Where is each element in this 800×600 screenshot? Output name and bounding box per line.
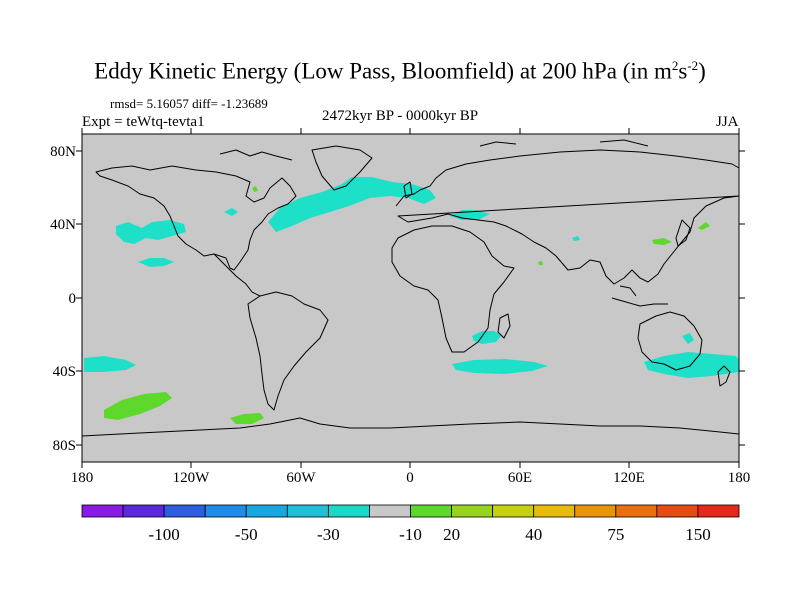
stats-line: rmsd= 5.16057 diff= -1.23689 [110,96,268,111]
colorbar [81,504,740,518]
colorbar-label-0: -100 [149,525,180,544]
lat-label-0: 0 [69,291,77,307]
anomaly-patches [84,177,739,424]
colorbar-label-5: 40 [525,525,542,544]
coast-indonesia [611,285,668,307]
coast-arctic-islands [219,139,649,161]
colorbar-cell-0 [81,504,124,518]
coast-central-america [213,253,261,297]
colorbar-cell-11 [533,504,576,518]
patch-asia-small [572,236,580,241]
coast-eurasia [395,149,740,285]
lat-label-40n: 40N [50,217,76,233]
coastlines [81,139,740,437]
colorbar-cell-1 [122,504,165,518]
coast-greenland [311,145,373,191]
patch-pacific-south [84,356,136,372]
colorbar-cell-2 [163,504,206,518]
colorbar-label-4: 20 [443,525,460,544]
lon-label-180e: 180 [728,470,751,486]
lon-label-60e: 60E [508,470,532,486]
lon-label-120e: 120E [613,470,645,486]
coast-antarctica [81,417,740,437]
coast-south-america [247,291,329,411]
colorbar-cell-8 [410,504,452,518]
coast-australia [637,311,703,371]
patch-pacific-northwest [698,222,710,230]
patch-australia-south [644,352,739,378]
colorbar-cell-3 [204,504,247,518]
coast-africa [391,225,515,353]
chart-title: Eddy Kinetic Energy (Low Pass, Bloomfiel… [94,58,706,84]
period-label: 2472kyr BP - 0000kyr BP [322,108,479,124]
colorbar-cell-5 [286,504,329,518]
patch-pacific-subtropic [138,258,174,267]
colorbar-cell-15 [697,504,740,518]
patch-arabia [538,261,543,265]
patch-hudson [252,186,258,192]
colorbar-cell-14 [656,504,699,518]
colorbar-label-1: -50 [235,525,258,544]
lat-label-80n: 80N [50,144,76,160]
axis-ticks [76,128,745,468]
patch-north-atlantic [268,177,436,232]
patch-indian-south [452,359,548,374]
season-label: JJA [716,114,739,130]
colorbar-label-3: -10 [399,525,422,544]
coast-north-america [95,165,297,271]
patch-north-america [224,208,238,216]
colorbar-cell-9 [451,504,494,518]
colorbar-cell-6 [327,504,370,518]
lat-label-80s: 80S [53,438,76,454]
colorbar-cell-7 [369,504,411,518]
patch-north-pacific [116,220,186,244]
lon-label-120w: 120W [173,470,211,486]
colorbar-cell-13 [615,504,658,518]
patch-southern-ocean [104,392,172,420]
colorbar-labels: -100 -50 -30 -10 20 40 75 150 [149,525,711,544]
lon-label-180w: 180 [71,470,94,486]
lon-label-0: 0 [406,470,414,486]
lat-label-40s: 40S [53,364,76,380]
colorbar-cell-12 [574,504,617,518]
coast-new-zealand [717,365,731,387]
coast-japan [675,219,691,247]
colorbar-label-2: -30 [317,525,340,544]
coast-uk [403,181,413,199]
colorbar-cell-10 [492,504,535,518]
coast-madagascar [497,313,511,339]
colorbar-label-7: 150 [685,525,711,544]
patch-australia-east [682,333,694,344]
colorbar-cell-4 [245,504,288,518]
lon-label-60w: 60W [286,470,316,486]
patch-south-pacific-small [230,413,264,424]
experiment-label: Expt = teWtq-tevta1 [82,114,205,130]
colorbar-label-6: 75 [607,525,624,544]
patch-east-asia [652,238,672,245]
